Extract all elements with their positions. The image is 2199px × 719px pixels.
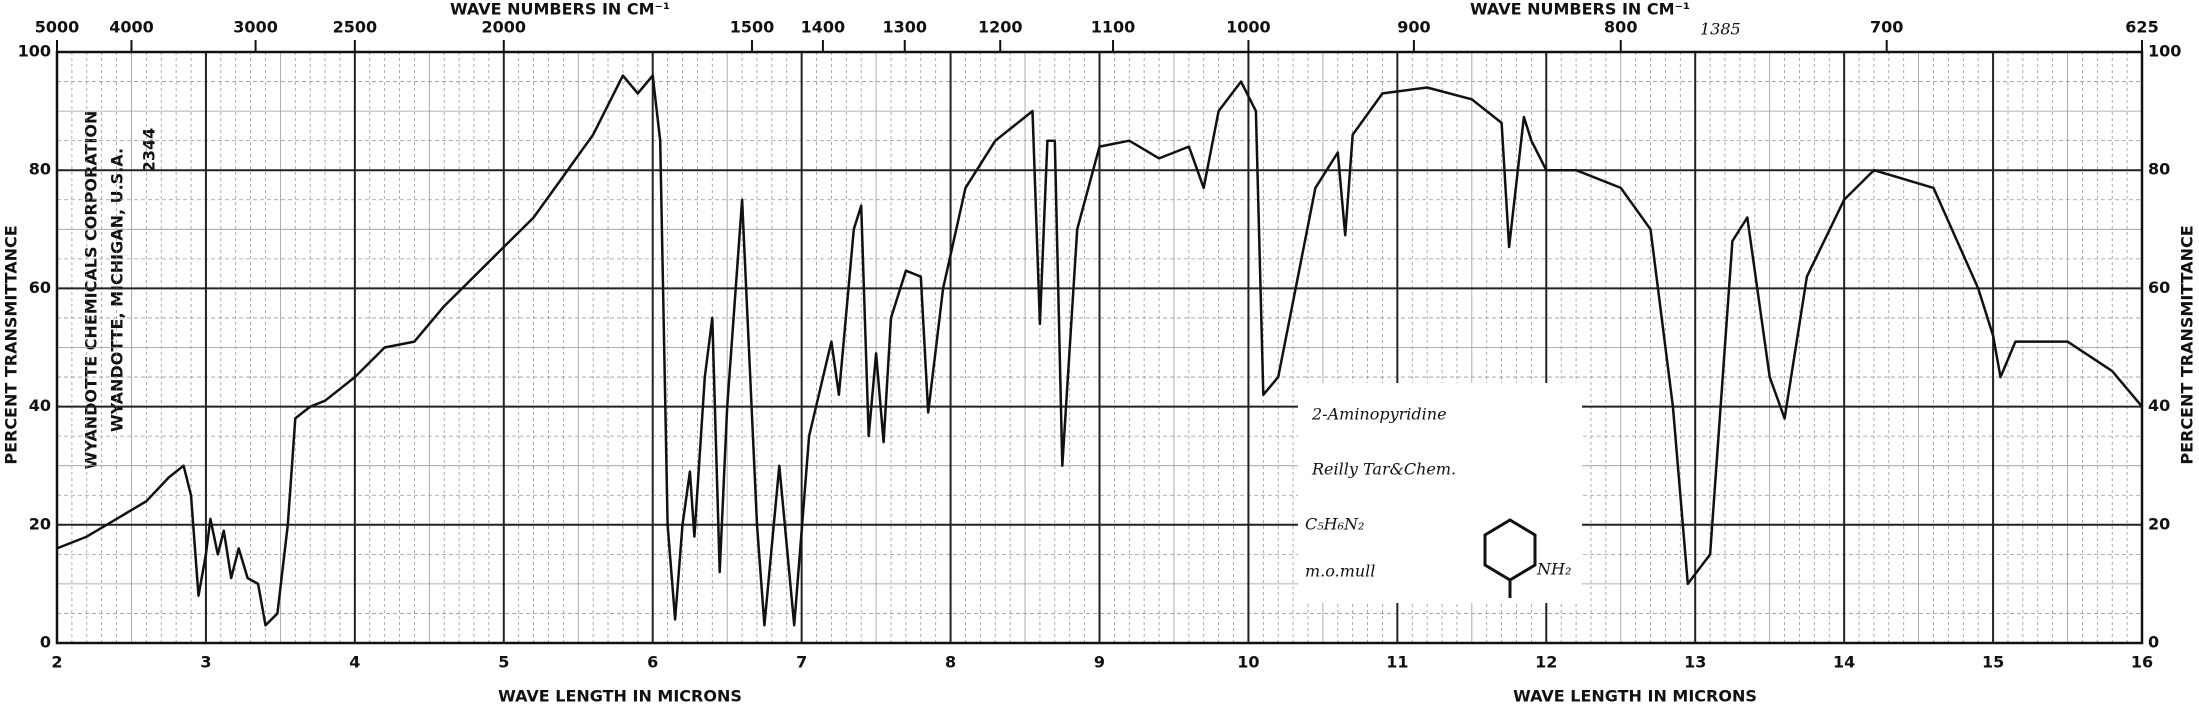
- x2-tick-label: 800: [1604, 18, 1637, 37]
- y-tick-label: 60: [29, 278, 51, 297]
- x-tick-label: 6: [647, 653, 658, 672]
- x-tick-label: 8: [945, 653, 956, 672]
- formula: C₅H₆N₂: [1305, 515, 1364, 534]
- y-tick-label-right: 20: [2148, 514, 2170, 533]
- x-tick-label: 10: [1237, 653, 1259, 672]
- x2-tick-label: 1300: [882, 18, 927, 37]
- x2-tick-label: 1100: [1091, 18, 1136, 37]
- medium: m.o.mull: [1305, 562, 1375, 581]
- plot-frame: [55, 50, 2144, 645]
- y-tick-label-right: 100: [2148, 42, 2181, 61]
- x2-tick-label: 2500: [333, 18, 378, 37]
- y-tick-label: 20: [29, 514, 51, 533]
- x-tick-label: 14: [1833, 653, 1855, 672]
- address: WYANDOTTE, MICHIGAN, U.S.A.: [108, 148, 127, 432]
- y-tick-label: 40: [29, 396, 51, 415]
- y-axis-label: PERCENT TRANSMITTANCE: [2178, 225, 2197, 464]
- y-tick-label: 100: [18, 42, 51, 61]
- x2-tick-label: 900: [1397, 18, 1430, 37]
- publisher: WYANDOTTE CHEMICALS CORPORATION: [82, 111, 101, 470]
- y-axis-label: PERCENT TRANSMITTANCE: [2, 225, 21, 464]
- y-tick-label-right: 60: [2148, 278, 2170, 297]
- x2-tick-label: 4000: [109, 18, 154, 37]
- x2-tick-label: 5000: [35, 18, 80, 37]
- x2-tick-label: 2000: [482, 18, 527, 37]
- x-tick-label: 2: [51, 653, 62, 672]
- x-tick-label: 3: [200, 653, 211, 672]
- x-tick-label: 4: [349, 653, 360, 672]
- x2-tick-label: 1000: [1226, 18, 1271, 37]
- x-tick-label: 15: [1982, 653, 2004, 672]
- spectrum-line: [56, 74, 2143, 627]
- x-axis-label: WAVE LENGTH IN MICRONS: [1513, 687, 1757, 706]
- y-tick-label-right: 40: [2148, 396, 2170, 415]
- x-tick-label: 11: [1386, 653, 1408, 672]
- x2-tick-label: 1200: [978, 18, 1023, 37]
- y-tick-label: 80: [29, 160, 51, 179]
- x2-tick-label: 3000: [233, 18, 278, 37]
- x-tick-label: 9: [1094, 653, 1105, 672]
- x-axis-label: WAVE LENGTH IN MICRONS: [498, 687, 742, 706]
- x2-tick-label: 700: [1870, 18, 1903, 37]
- y-tick-label-right: 0: [2148, 633, 2159, 652]
- x-tick-label: 16: [2131, 653, 2153, 672]
- x-tick-label: 7: [796, 653, 807, 672]
- x2-tick-label: 625: [2125, 18, 2158, 37]
- x2-axis-label: WAVE NUMBERS IN CM⁻¹: [1470, 0, 1690, 19]
- x2-tick-label: 1500: [730, 18, 775, 37]
- spectrum-number: 1385: [1700, 20, 1741, 39]
- sample-name: 2-Aminopyridine: [1311, 405, 1447, 424]
- y-tick-label-right: 80: [2148, 160, 2170, 179]
- y-tick-label: 0: [40, 633, 51, 652]
- x-tick-label: 5: [498, 653, 509, 672]
- catalog-number: 2344: [140, 128, 159, 173]
- x-tick-label: 13: [1684, 653, 1706, 672]
- amino-group: NH₂: [1536, 560, 1571, 579]
- x2-tick-label: 1400: [801, 18, 846, 37]
- sample-source: Reilly Tar&Chem.: [1311, 460, 1456, 479]
- x2-axis-label: WAVE NUMBERS IN CM⁻¹: [450, 0, 670, 19]
- x-tick-label: 12: [1535, 653, 1557, 672]
